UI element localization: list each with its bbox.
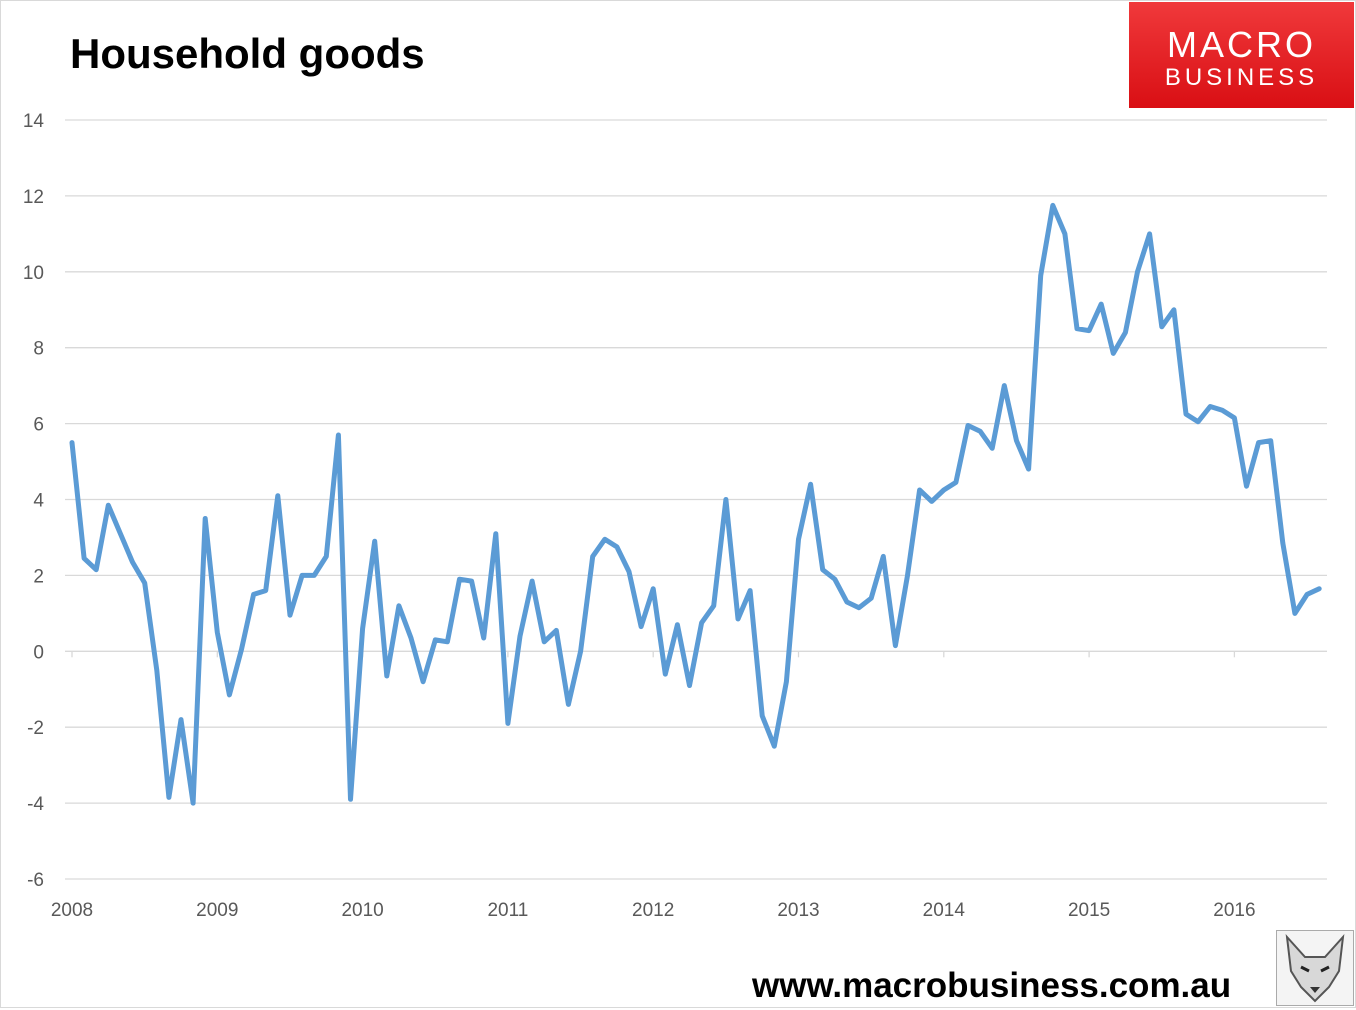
y-axis-ticks: 14 12 10 8 6 4 2 0 -2 -4 -6 [23,111,45,891]
x-tick-label: 2014 [923,900,966,921]
logo-line-1: MACRO [1167,24,1316,65]
y-tick-label: -4 [27,794,44,815]
chart-title: Household goods [70,30,425,77]
y-tick-label: 0 [33,642,44,663]
y-tick-label: -2 [27,718,44,739]
series-line [69,202,1322,806]
x-axis-ticks: 2008 2009 2010 2011 2012 2013 2014 2015 2016 [51,651,1256,921]
y-tick-label: 6 [33,415,44,436]
website-url: www.macrobusiness.com.au [752,966,1232,1005]
x-tick-label: 2016 [1213,900,1255,921]
y-tick-label: 2 [33,566,44,587]
macro-business-logo: MACRO BUSINESS [1129,2,1354,108]
x-tick-label: 2010 [341,900,383,921]
x-tick-label: 2012 [632,900,674,921]
x-tick-label: 2015 [1068,900,1110,921]
y-tick-label: 8 [33,339,44,360]
y-tick-label: 4 [33,491,44,512]
y-tick-label: -6 [27,870,44,891]
y-tick-label: 12 [23,187,44,208]
fox-mascot-icon [1276,930,1354,1006]
gridlines [65,119,1327,880]
logo-line-2: BUSINESS [1164,64,1319,91]
y-tick-label: 10 [23,263,44,284]
x-tick-label: 2009 [196,900,238,921]
x-tick-label: 2011 [487,900,528,921]
x-tick-label: 2008 [51,900,93,921]
y-tick-label: 14 [23,111,45,132]
x-tick-label: 2013 [777,900,819,921]
